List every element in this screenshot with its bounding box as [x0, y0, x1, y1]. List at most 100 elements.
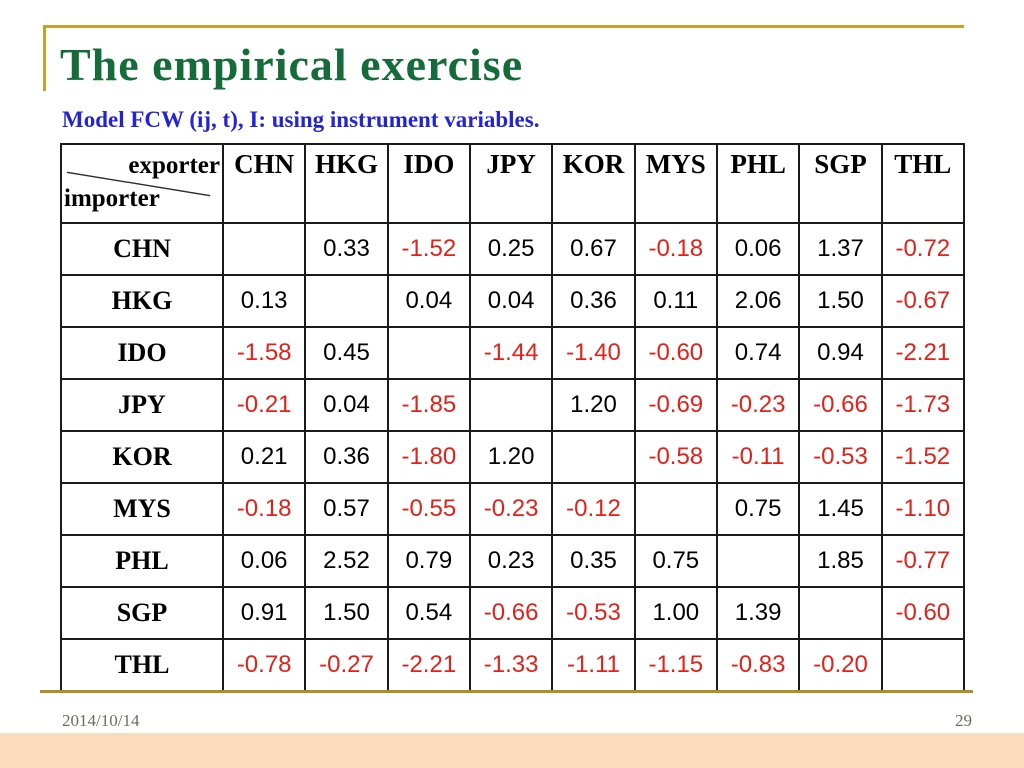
- column-header: SGP: [798, 143, 883, 224]
- value-cell: [386, 326, 471, 380]
- value-cell: 0.04: [386, 274, 471, 328]
- corner-cell: exporter importer: [60, 143, 224, 224]
- page-title: The empirical exercise: [60, 39, 524, 90]
- value-cell: 1.20: [551, 378, 636, 432]
- value-cell: -0.53: [551, 586, 636, 640]
- value-cell: 0.33: [304, 222, 389, 276]
- value-cell: -2.21: [880, 326, 966, 380]
- value-cell: 2.52: [304, 534, 389, 588]
- value-cell: 0.54: [386, 586, 471, 640]
- value-cell: -0.69: [633, 378, 718, 432]
- row-label: IDO: [60, 326, 224, 380]
- value-cell: [221, 222, 307, 276]
- corner-exporter-label: exporter: [128, 152, 220, 179]
- table-row: JPY -0.21 0.04 -1.85 1.20 -0.69 -0.23 -0.66 -1.7…: [60, 378, 966, 432]
- value-cell: 0.23: [468, 534, 554, 588]
- value-cell: 0.94: [798, 326, 883, 380]
- slide-subtitle: Model FCW (ij, t), I: using instrument v…: [62, 107, 540, 132]
- table-row: SGP 0.91 1.50 0.54 -0.66 -0.53 1.00 1.39 -0.60: [60, 586, 966, 640]
- table-row: THL -0.78 -0.27 -2.21 -1.33 -1.11 -1.15 -0.83 -0…: [60, 638, 966, 692]
- value-cell: 0.75: [633, 534, 718, 588]
- value-cell: -0.53: [798, 430, 883, 484]
- value-cell: 0.45: [304, 326, 389, 380]
- value-cell: -0.67: [880, 274, 966, 328]
- value-cell: -0.58: [633, 430, 718, 484]
- column-header: MYS: [633, 143, 718, 224]
- value-cell: -0.27: [304, 638, 389, 692]
- value-cell: -0.78: [221, 638, 307, 692]
- column-header: PHL: [715, 143, 801, 224]
- row-label: SGP: [60, 586, 224, 640]
- value-cell: -1.10: [880, 482, 966, 536]
- value-cell: [633, 482, 718, 536]
- value-cell: 1.45: [798, 482, 883, 536]
- results-table: exporter importer CHN HKG IDO JPY KOR MYS PHL S…: [60, 143, 966, 692]
- corner-importer-label: importer: [64, 185, 160, 212]
- value-cell: 0.04: [304, 378, 389, 432]
- value-cell: 0.06: [715, 222, 801, 276]
- value-cell: 0.57: [304, 482, 389, 536]
- value-cell: 0.91: [221, 586, 307, 640]
- gold-left-line: [43, 25, 46, 91]
- value-cell: -1.11: [551, 638, 636, 692]
- value-cell: -0.18: [633, 222, 718, 276]
- value-cell: -0.66: [468, 586, 554, 640]
- value-cell: 0.36: [304, 430, 389, 484]
- value-cell: -0.20: [798, 638, 883, 692]
- value-cell: [551, 430, 636, 484]
- row-label: KOR: [60, 430, 224, 484]
- table-row: KOR 0.21 0.36 -1.80 1.20 -0.58 -0.11 -0.53 -1.52: [60, 430, 966, 484]
- column-header: JPY: [468, 143, 554, 224]
- value-cell: 0.36: [551, 274, 636, 328]
- gold-top-line: [43, 25, 964, 28]
- value-cell: -1.80: [386, 430, 471, 484]
- value-cell: -0.83: [715, 638, 801, 692]
- value-cell: 1.50: [798, 274, 883, 328]
- value-cell: [880, 638, 966, 692]
- value-cell: [798, 586, 883, 640]
- table-row: MYS -0.18 0.57 -0.55 -0.23 -0.12 0.75 1.45 -1.10: [60, 482, 966, 536]
- value-cell: 0.35: [551, 534, 636, 588]
- value-cell: -1.58: [221, 326, 307, 380]
- column-header: HKG: [304, 143, 389, 224]
- value-cell: -2.21: [386, 638, 471, 692]
- row-label: HKG: [60, 274, 224, 328]
- value-cell: 0.06: [221, 534, 307, 588]
- value-cell: -1.44: [468, 326, 554, 380]
- value-cell: 0.25: [468, 222, 554, 276]
- row-label: THL: [60, 638, 224, 692]
- gold-bottom-line: [40, 690, 973, 693]
- value-cell: -1.52: [386, 222, 471, 276]
- value-cell: -1.85: [386, 378, 471, 432]
- value-cell: -1.52: [880, 430, 966, 484]
- value-cell: [715, 534, 801, 588]
- value-cell: 1.20: [468, 430, 554, 484]
- diagonal-line: [66, 171, 211, 197]
- row-label: CHN: [60, 222, 224, 276]
- value-cell: -0.11: [715, 430, 801, 484]
- value-cell: 0.21: [221, 430, 307, 484]
- value-cell: -0.18: [221, 482, 307, 536]
- value-cell: [468, 378, 554, 432]
- value-cell: -1.15: [633, 638, 718, 692]
- row-label: PHL: [60, 534, 224, 588]
- value-cell: -0.55: [386, 482, 471, 536]
- column-header: IDO: [386, 143, 471, 224]
- row-label: JPY: [60, 378, 224, 432]
- value-cell: -1.33: [468, 638, 554, 692]
- value-cell: -1.40: [551, 326, 636, 380]
- footer-band: [0, 733, 1024, 768]
- value-cell: -0.23: [468, 482, 554, 536]
- value-cell: 1.85: [798, 534, 883, 588]
- value-cell: 1.37: [798, 222, 883, 276]
- column-header: CHN: [221, 143, 307, 224]
- table-row: PHL 0.06 2.52 0.79 0.23 0.35 0.75 1.85 -0.77: [60, 534, 966, 588]
- column-header: THL: [880, 143, 966, 224]
- row-label: MYS: [60, 482, 224, 536]
- value-cell: 0.79: [386, 534, 471, 588]
- value-cell: -0.66: [798, 378, 883, 432]
- value-cell: -0.23: [715, 378, 801, 432]
- table-row: HKG 0.13 0.04 0.04 0.36 0.11 2.06 1.50 -0.67: [60, 274, 966, 328]
- value-cell: -1.73: [880, 378, 966, 432]
- table-body: CHN 0.33 -1.52 0.25 0.67 -0.18 0.06 1.37 -0.72 HK…: [60, 222, 966, 692]
